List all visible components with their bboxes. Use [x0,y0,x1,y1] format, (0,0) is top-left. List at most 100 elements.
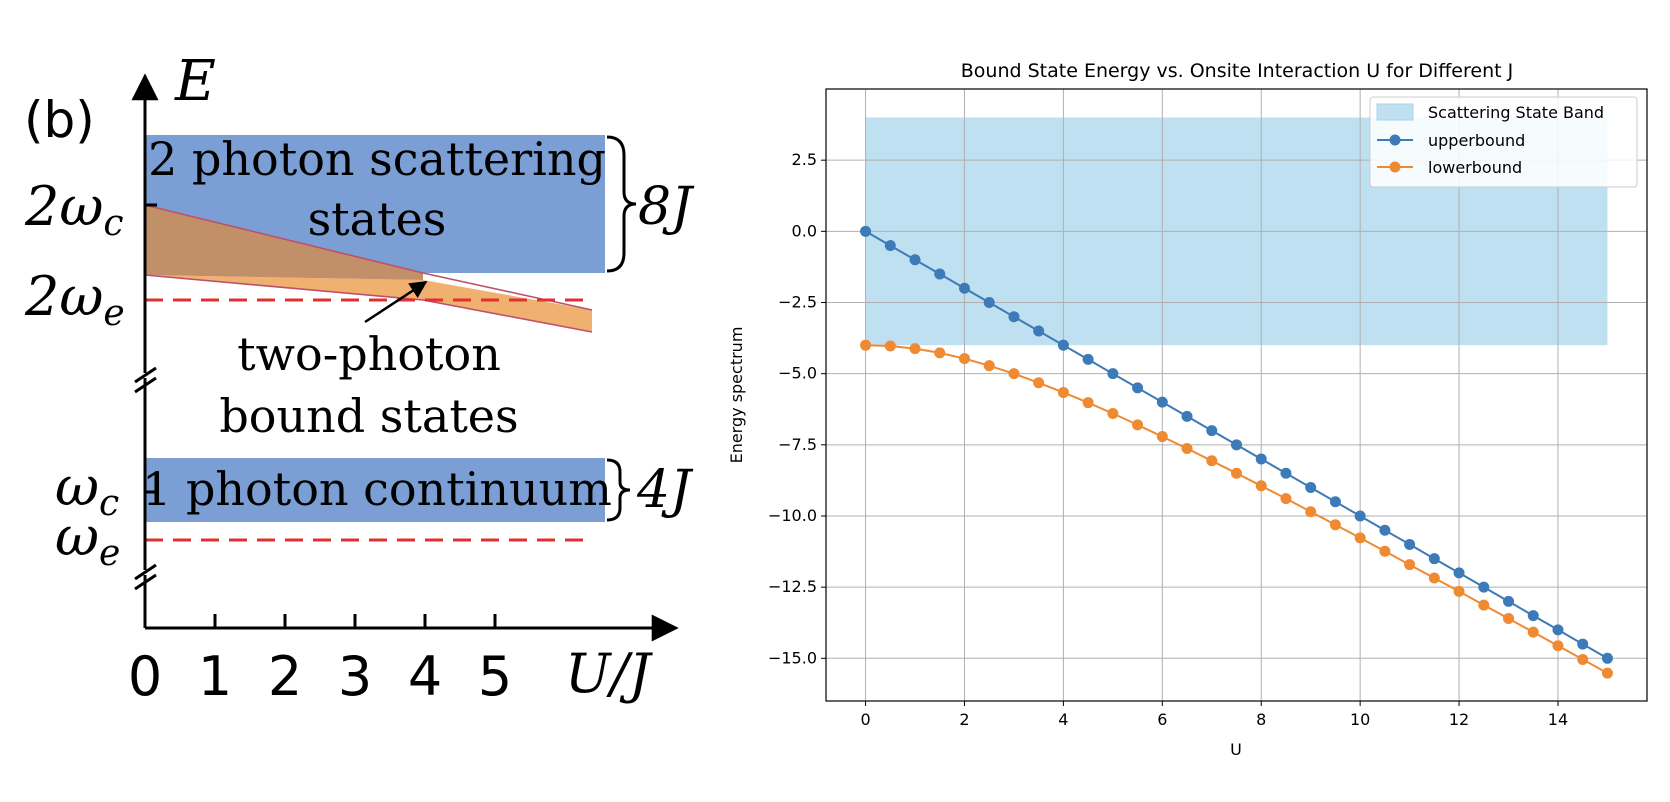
data-point-upperbound [1206,425,1218,437]
data-point-upperbound [909,254,921,266]
bound-states-label-line2: bound states [219,389,518,443]
x-tick-label: 4 [408,645,442,708]
bound-states-overlap-region [145,205,423,280]
data-point-upperbound [1329,496,1341,508]
data-point-lowerbound [1404,559,1416,571]
data-point-lowerbound [1305,506,1317,518]
data-point-upperbound [1601,652,1613,664]
data-point-upperbound [1107,368,1119,380]
data-point-lowerbound [860,339,872,351]
bound-states-lower-region [145,275,592,332]
bound-states-label-line1: two-photon [237,327,501,381]
level-label-two-omega-c: 2ωc [24,175,124,244]
y-tick-label: −5.0 [778,364,817,383]
series-line-lowerbound [865,344,1608,674]
x-tick-label: 14 [1548,710,1568,729]
x-tick-label: 2 [959,710,969,729]
data-point-upperbound [1008,311,1020,323]
data-point-upperbound [1354,510,1366,522]
plot-x-axis-label: U [1230,740,1242,759]
continuum-band [145,458,605,522]
data-point-upperbound [1453,567,1465,579]
data-point-upperbound [1255,453,1267,465]
legend-box [1369,96,1638,188]
legend-upper-marker [1389,134,1401,146]
legend-upper-label: upperbound [1428,131,1525,150]
legend-lower-marker [1389,161,1401,173]
y-tick-label: −12.5 [768,577,817,596]
axis-break-mark [134,563,157,581]
data-point-upperbound [1503,595,1515,607]
data-point-upperbound [1527,610,1539,622]
data-point-upperbound [1305,482,1317,494]
data-point-lowerbound [1231,467,1242,479]
svg-text:2ωc: 2ωc [24,175,124,244]
legend: Scattering State Band upperbound lowerbo… [1369,96,1638,188]
y-tick-label: −7.5 [778,435,817,454]
data-point-upperbound [1379,524,1391,536]
data-point-upperbound [1033,325,1045,337]
x-tick-label: 3 [338,645,372,708]
data-point-lowerbound [934,347,946,359]
data-point-lowerbound [909,343,921,355]
data-point-lowerbound [983,360,995,372]
data-point-upperbound [884,240,896,252]
x-tick-label: 8 [1256,710,1266,729]
level-label-two-omega-e: 2ωe [24,265,125,334]
data-point-upperbound [983,296,995,308]
data-point-lowerbound [1082,397,1094,409]
plot-y-axis-label: Energy spectrum [727,327,746,464]
x-tick-label: 1 [198,645,232,708]
y-tick-label: −2.5 [778,292,817,311]
data-point-lowerbound [1552,640,1564,652]
axis-break-mark [134,573,157,591]
data-point-lowerbound [1181,443,1193,455]
data-point-lowerbound [1033,377,1045,389]
x-tick-label: 12 [1449,710,1469,729]
data-point-upperbound [1231,439,1242,451]
bound-states-lower-edge [144,274,593,333]
data-point-upperbound [1057,339,1069,351]
bound-states-upper-edge [144,204,593,311]
data-point-upperbound [1280,467,1292,479]
bound-states-arrow [364,280,428,324]
data-point-upperbound [1404,538,1416,550]
data-point-lowerbound [1601,667,1613,679]
y-tick-label: −15.0 [768,648,817,667]
y-axis-label: E [174,49,216,114]
legend-band-label: Scattering State Band [1428,103,1604,122]
continuum-width-label: 4J [636,460,694,520]
data-point-lowerbound [884,340,896,352]
data-point-upperbound [1577,638,1589,650]
data-point-lowerbound [1156,431,1168,443]
data-point-upperbound [934,268,946,280]
y-tick-label: −10.0 [768,506,817,525]
data-point-upperbound [1132,382,1144,394]
axis-break-mark [134,376,157,394]
data-point-upperbound [1082,353,1094,365]
svg-text:2ωe: 2ωe [24,265,125,334]
legend-lower-label: lowerbound [1428,158,1522,177]
data-point-upperbound [860,225,872,237]
x-axis-label: U/J [565,642,654,705]
x-tick-label: 6 [1157,710,1167,729]
scattering-band-label-line2: states [308,192,447,246]
scattering-band-label-line1: 2 photon scattering [148,132,606,186]
grid-layer [826,89,1647,701]
data-point-lowerbound [1008,368,1020,380]
scattering-band-brace [606,135,637,273]
data-point-upperbound [1552,624,1564,636]
data-point-lowerbound [1428,572,1440,584]
data-point-lowerbound [958,353,970,365]
panel-label: (b) [24,91,95,149]
data-point-lowerbound [1478,599,1490,611]
series-layer [860,225,1613,679]
data-point-upperbound [1156,396,1168,408]
data-point-lowerbound [1527,626,1539,638]
plot-frame [825,88,1648,702]
x-tick-label: 5 [478,645,512,708]
data-point-lowerbound [1379,545,1391,557]
y-tick-label: 2.5 [792,150,817,169]
